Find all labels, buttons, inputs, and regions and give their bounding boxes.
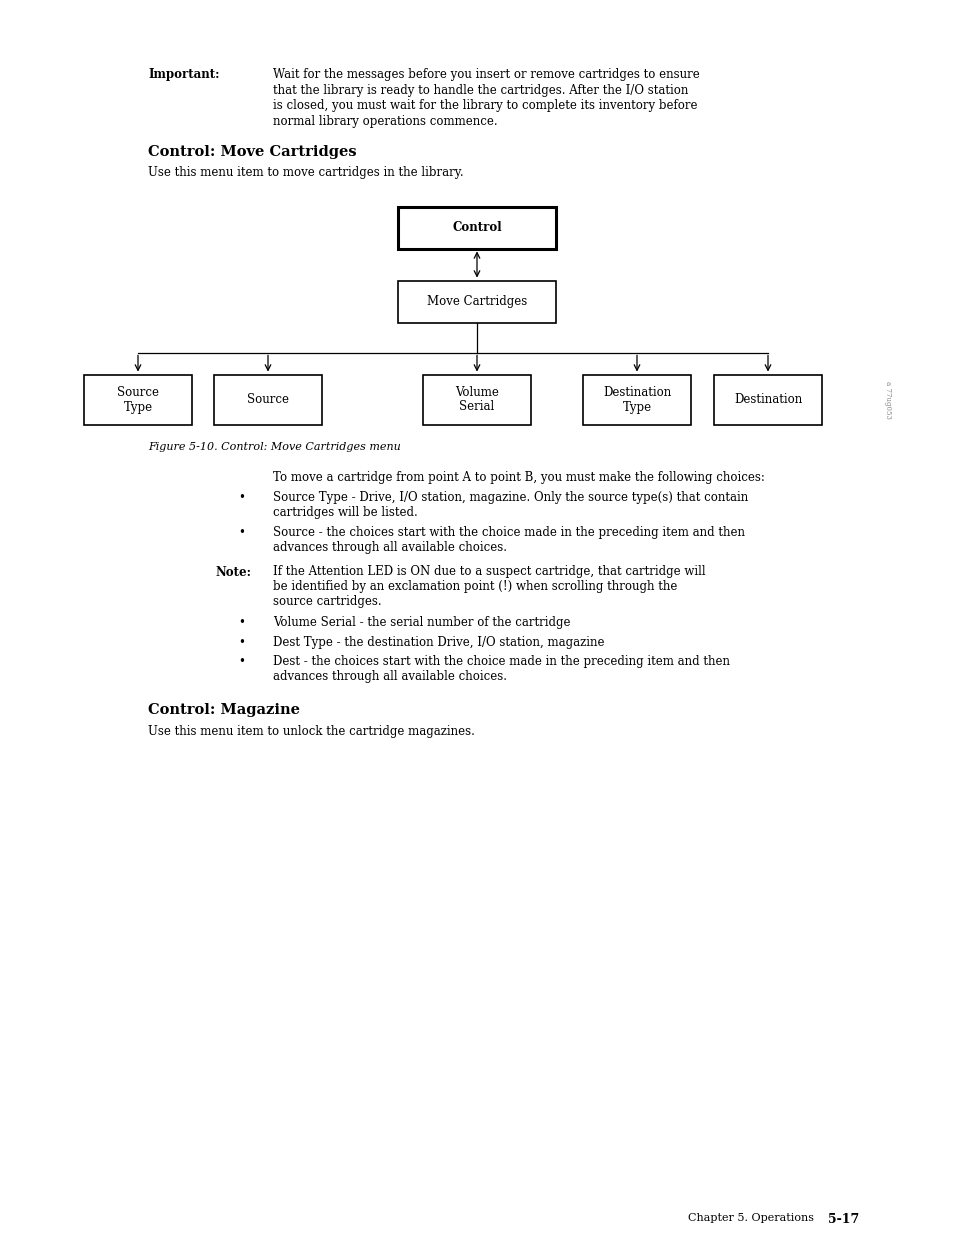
Text: advances through all available choices.: advances through all available choices. xyxy=(273,541,506,553)
Text: Use this menu item to unlock the cartridge magazines.: Use this menu item to unlock the cartrid… xyxy=(148,725,475,739)
Text: Control: Move Cartridges: Control: Move Cartridges xyxy=(148,144,356,159)
Bar xyxy=(397,280,556,322)
Text: Note:: Note: xyxy=(214,566,251,578)
Bar xyxy=(713,374,821,425)
Text: Important:: Important: xyxy=(148,68,219,82)
Text: Dest Type - the destination Drive, I/O station, magazine: Dest Type - the destination Drive, I/O s… xyxy=(273,636,604,648)
Text: Figure 5-10. Control: Move Cartridges menu: Figure 5-10. Control: Move Cartridges me… xyxy=(148,442,400,452)
Text: Volume Serial - the serial number of the cartridge: Volume Serial - the serial number of the… xyxy=(273,616,570,629)
Bar xyxy=(582,374,690,425)
Text: Destination
Type: Destination Type xyxy=(602,385,670,414)
Text: Source
Type: Source Type xyxy=(117,385,159,414)
Text: source cartridges.: source cartridges. xyxy=(273,595,381,608)
Text: Control: Control xyxy=(452,221,501,233)
Text: Chapter 5. Operations: Chapter 5. Operations xyxy=(687,1213,813,1223)
Text: •: • xyxy=(237,526,245,538)
Bar xyxy=(213,374,322,425)
Text: normal library operations commence.: normal library operations commence. xyxy=(273,115,497,127)
Text: be identified by an exclamation point (!) when scrolling through the: be identified by an exclamation point (!… xyxy=(273,580,677,593)
Text: Volume
Serial: Volume Serial xyxy=(455,385,498,414)
Text: advances through all available choices.: advances through all available choices. xyxy=(273,671,506,683)
Text: •: • xyxy=(237,616,245,629)
Text: a 77ug053: a 77ug053 xyxy=(883,380,891,419)
Text: Wait for the messages before you insert or remove cartridges to ensure: Wait for the messages before you insert … xyxy=(273,68,699,82)
Text: •: • xyxy=(237,636,245,648)
Text: that the library is ready to handle the cartridges. After the I/O station: that the library is ready to handle the … xyxy=(273,84,688,96)
Bar xyxy=(84,374,192,425)
Text: cartridges will be listed.: cartridges will be listed. xyxy=(273,506,417,519)
Text: Destination: Destination xyxy=(733,393,801,406)
Text: Control: Magazine: Control: Magazine xyxy=(148,703,299,718)
Text: If the Attention LED is ON due to a suspect cartridge, that cartridge will: If the Attention LED is ON due to a susp… xyxy=(273,566,705,578)
Text: •: • xyxy=(237,492,245,504)
Text: is closed, you must wait for the library to complete its inventory before: is closed, you must wait for the library… xyxy=(273,99,697,112)
Bar xyxy=(397,206,556,248)
Text: Move Cartridges: Move Cartridges xyxy=(426,295,527,308)
Text: 5-17: 5-17 xyxy=(827,1213,859,1226)
Text: Source - the choices start with the choice made in the preceding item and then: Source - the choices start with the choi… xyxy=(273,526,744,538)
Text: To move a cartridge from point A to point B, you must make the following choices: To move a cartridge from point A to poin… xyxy=(273,471,764,483)
Bar xyxy=(422,374,531,425)
Text: Source Type - Drive, I/O station, magazine. Only the source type(s) that contain: Source Type - Drive, I/O station, magazi… xyxy=(273,492,747,504)
Text: Use this menu item to move cartridges in the library.: Use this menu item to move cartridges in… xyxy=(148,165,463,179)
Text: Dest - the choices start with the choice made in the preceding item and then: Dest - the choices start with the choice… xyxy=(273,656,729,668)
Text: •: • xyxy=(237,656,245,668)
Text: Source: Source xyxy=(247,393,289,406)
